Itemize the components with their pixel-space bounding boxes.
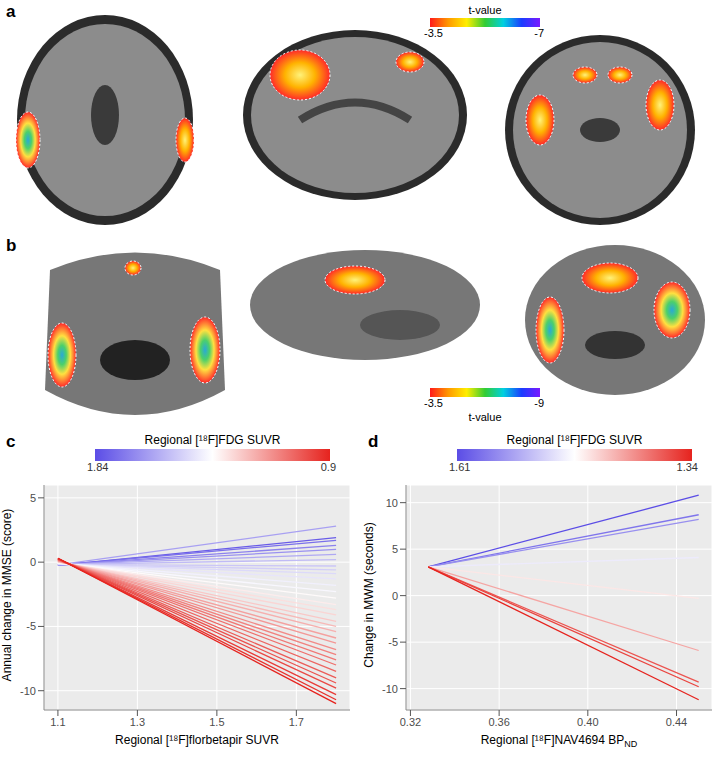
svg-text:-5: -5 — [26, 620, 36, 632]
svg-text:-5: -5 — [388, 636, 398, 648]
svg-text:0: 0 — [392, 590, 398, 602]
svg-text:0.32: 0.32 — [400, 716, 421, 728]
svg-text:1.7: 1.7 — [289, 716, 304, 728]
svg-text:5: 5 — [392, 543, 398, 555]
svg-text:5: 5 — [30, 492, 36, 504]
html-text:Regional [¹⁸F]FDG SUVR: Regional [¹⁸F]FDG SUVR — [506, 433, 643, 447]
html-text:-3.5: -3.5 — [424, 27, 443, 39]
html-text:Regional [¹⁸F]FDG SUVR: Regional [¹⁸F]FDG SUVR — [144, 433, 281, 447]
svg-text:10: 10 — [386, 497, 398, 509]
html-text:Change in MWM (seconds): Change in MWM (seconds) — [362, 522, 376, 668]
html-text:d: d — [368, 432, 379, 451]
html-text:c: c — [6, 432, 16, 451]
html-text:-3.5: -3.5 — [424, 397, 443, 409]
html-text:1.61: 1.61 — [449, 461, 471, 473]
html-text:b: b — [6, 236, 17, 255]
svg-text:0.36: 0.36 — [488, 716, 509, 728]
html-text:Annual change in MMSE (score): Annual change in MMSE (score) — [0, 508, 14, 682]
svg-text:-10: -10 — [382, 683, 398, 695]
html-text:Regional [¹⁸F]florbetapir SUVR: Regional [¹⁸F]florbetapir SUVR — [115, 733, 279, 747]
html-text:1.84: 1.84 — [87, 461, 109, 473]
html-text:1.34: 1.34 — [676, 461, 698, 473]
svg-text:0.40: 0.40 — [577, 716, 598, 728]
svg-text:1.5: 1.5 — [209, 716, 224, 728]
svg-text:1.3: 1.3 — [130, 716, 145, 728]
html-text:a: a — [6, 2, 16, 21]
html-text:-7: -7 — [534, 27, 544, 39]
html-text:t-value: t-value — [468, 4, 502, 16]
html-text:t-value: t-value — [468, 411, 502, 423]
svg-text:0: 0 — [30, 556, 36, 568]
html-text:0.9: 0.9 — [320, 461, 336, 473]
svg-text:0.44: 0.44 — [666, 716, 687, 728]
svg-text:-10: -10 — [20, 685, 36, 697]
html-text:Regional [¹⁸F]NAV4694 BPND: Regional [¹⁸F]NAV4694 BPND — [480, 733, 638, 750]
html-text:-9: -9 — [534, 397, 544, 409]
svg-text:1.1: 1.1 — [50, 716, 65, 728]
